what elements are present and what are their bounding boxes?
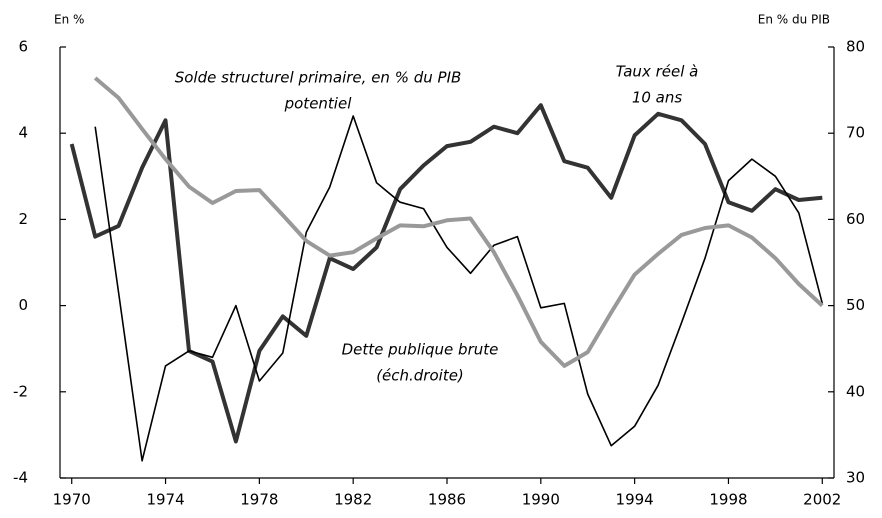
- series-line: [94, 115, 824, 462]
- x-tick-label: 1970: [53, 491, 91, 509]
- y2-tick-label: 50: [846, 296, 865, 314]
- y2-tick-label: 40: [846, 382, 865, 400]
- x-tick-label: 1978: [240, 491, 278, 509]
- y2-axis-label: En % du PIB: [758, 13, 830, 27]
- series-label: (éch.droite): [376, 367, 464, 385]
- x-tick-label: 2002: [803, 491, 841, 509]
- series-line: [69, 103, 823, 444]
- y-tick-label: 4: [18, 124, 28, 142]
- y2-tick-label: 60: [846, 210, 865, 228]
- y2-tick-label: 70: [846, 124, 865, 142]
- x-tick-label: 1990: [522, 491, 560, 509]
- y-tick-label: 2: [18, 210, 28, 228]
- series-label: Dette publique brute: [342, 341, 499, 359]
- x-tick-label: 1998: [709, 491, 747, 509]
- y-tick-label: -4: [13, 469, 28, 487]
- y-tick-label: -2: [13, 382, 28, 400]
- series-label: Taux réel à: [616, 63, 699, 81]
- series-label: 10 ans: [632, 89, 683, 107]
- y2-tick-label: 30: [846, 469, 865, 487]
- y-tick-label: 0: [18, 296, 28, 314]
- x-tick-label: 1982: [334, 491, 372, 509]
- series-label: potentiel: [284, 95, 353, 113]
- x-tick-label: 1974: [146, 491, 184, 509]
- y-axis-label: En %: [54, 13, 84, 27]
- series-label: Solde structurel primaire, en % du PIB: [175, 69, 462, 87]
- x-tick-label: 1994: [616, 491, 654, 509]
- y-tick-label: 6: [18, 38, 28, 56]
- series-line: [93, 76, 824, 368]
- x-tick-label: 1986: [428, 491, 466, 509]
- y2-tick-label: 80: [846, 38, 865, 56]
